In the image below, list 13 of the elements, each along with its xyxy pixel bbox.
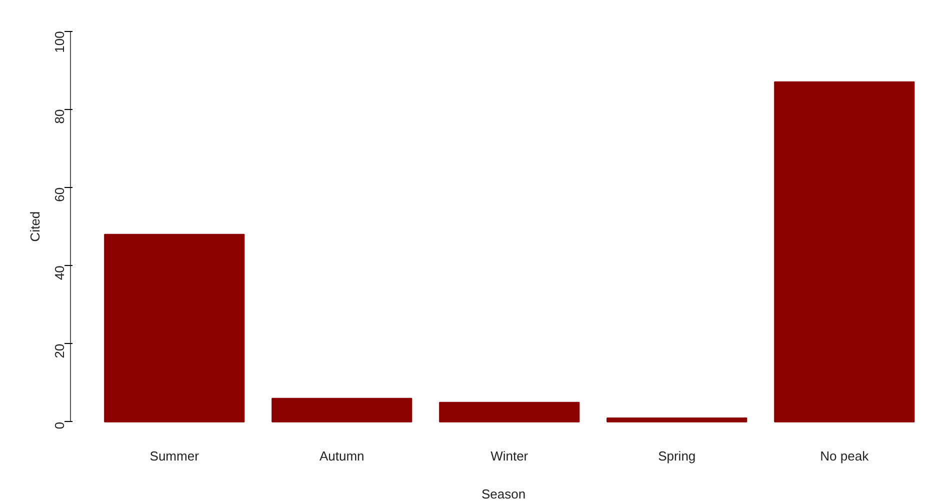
- y-tick-label: 80: [52, 109, 67, 124]
- x-tick-label: Autumn: [319, 448, 364, 464]
- y-tick-label: 100: [52, 31, 67, 53]
- x-tick-label: Winter: [490, 448, 529, 464]
- y-tick-label: 20: [52, 344, 67, 358]
- x-axis-title: Season: [481, 486, 526, 502]
- y-axis-title: Cited: [28, 211, 42, 242]
- y-tick-label: 40: [52, 266, 67, 280]
- x-tick-label: Summer: [150, 448, 200, 464]
- y-tick-label: 60: [52, 187, 67, 202]
- x-tick-label: Spring: [658, 448, 696, 464]
- y-tick-label: 0: [52, 422, 67, 430]
- x-tick-label: No peak: [820, 448, 870, 464]
